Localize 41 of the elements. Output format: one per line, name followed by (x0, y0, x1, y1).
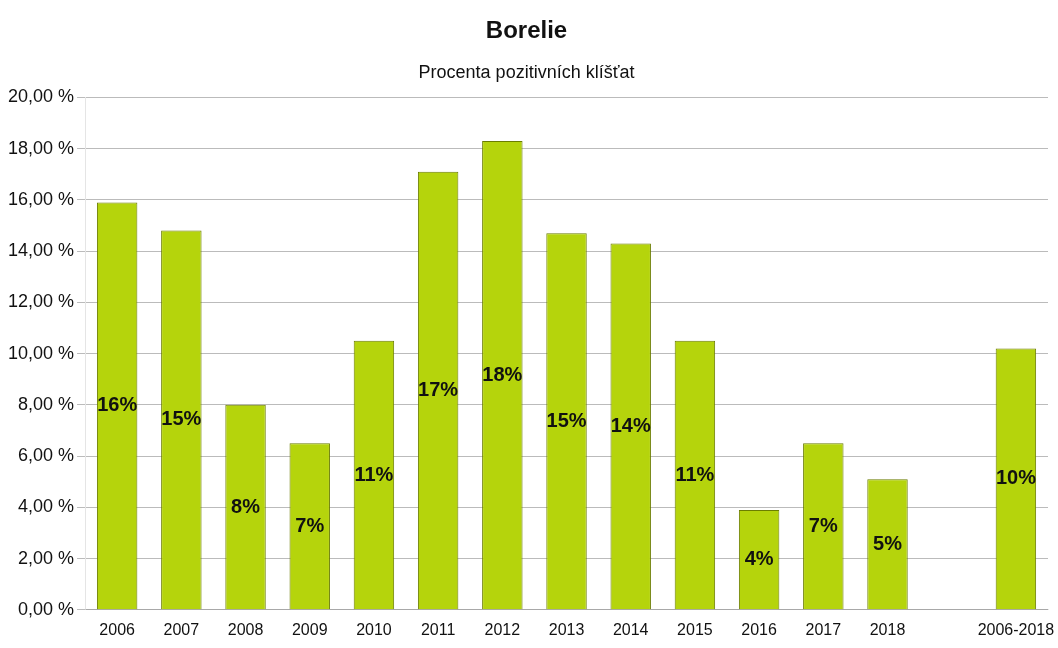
x-tick-label: 2008 (227, 620, 264, 638)
y-tick-label: 20,00 % (7, 86, 75, 107)
data-label: 11% (675, 462, 715, 485)
data-label: 7% (808, 513, 838, 536)
data-label: 8% (231, 494, 261, 517)
data-label: 7% (295, 513, 325, 536)
y-tick-label: 18,00 % (7, 137, 75, 158)
y-tick-label: 8,00 % (18, 393, 75, 414)
y-tick-label: 4,00 % (18, 496, 75, 517)
data-label: 18% (482, 362, 523, 385)
y-tick-label: 2,00 % (18, 547, 75, 568)
x-tick-label: 2018 (869, 620, 906, 638)
x-tick-label: 2012 (484, 620, 521, 638)
data-label: 5% (873, 531, 903, 554)
y-tick-label: 12,00 % (7, 291, 75, 312)
data-label: 14% (610, 413, 651, 436)
data-label: 11% (354, 462, 394, 485)
y-tick-label: 6,00 % (18, 445, 75, 466)
x-tick-label: 2015 (677, 620, 713, 638)
data-label: 15% (161, 407, 202, 430)
x-tick-label: 2016 (741, 620, 778, 638)
x-tick-label: 2011 (420, 620, 456, 638)
data-label: 4% (744, 547, 774, 570)
y-tick-label: 10,00 % (7, 342, 75, 363)
x-tick-label: 2006-2018 (977, 620, 1055, 638)
data-label: 16% (97, 393, 138, 416)
x-tick-label: 2006 (99, 620, 136, 638)
x-tick-label: 2013 (548, 620, 585, 638)
data-label: 10% (995, 466, 1037, 489)
chart-subtitle: Procenta pozitivních klíšťat (418, 61, 635, 82)
y-tick-label: 14,00 % (7, 240, 75, 261)
chart-title: Borelie (485, 16, 568, 44)
x-tick-label: 2009 (291, 620, 328, 638)
x-tick-label: 2010 (356, 620, 392, 638)
data-label: 15% (546, 408, 587, 431)
y-tick-label: 0,00 % (18, 598, 75, 619)
x-tick-label: 2017 (805, 620, 842, 638)
x-tick-label: 2007 (163, 620, 200, 638)
data-label: 17% (418, 378, 459, 401)
y-tick-label: 16,00 % (7, 188, 75, 209)
x-tick-label: 2014 (612, 620, 649, 638)
